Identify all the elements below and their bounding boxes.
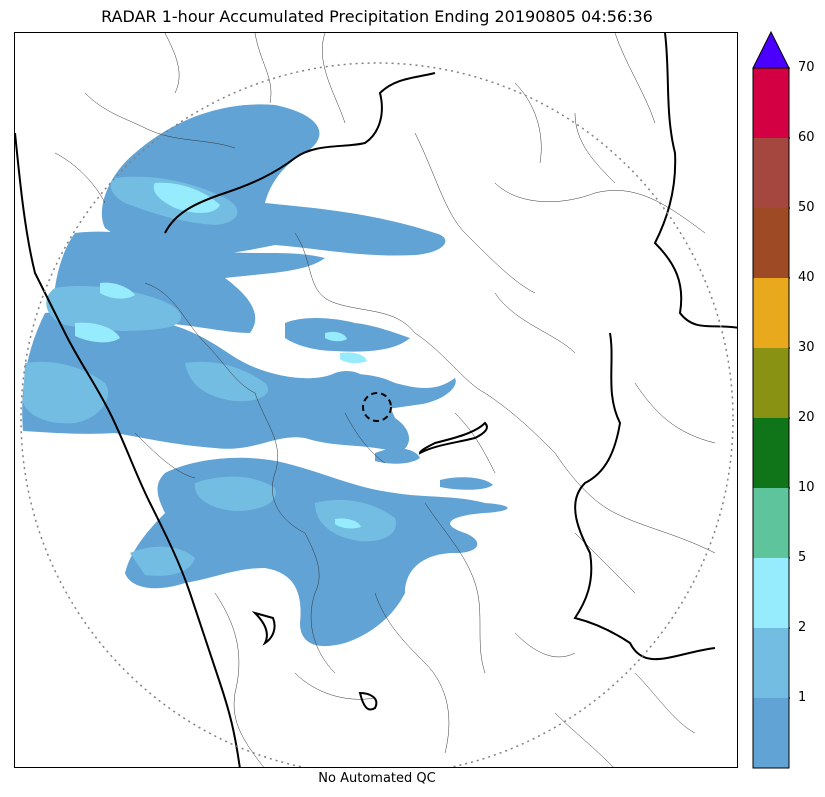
colorbar bbox=[752, 30, 790, 770]
radar-site-marker bbox=[362, 392, 392, 422]
colorbar-segment bbox=[753, 208, 789, 278]
precip-cyan-3 bbox=[75, 322, 120, 343]
precip-mid-strip bbox=[285, 318, 410, 352]
colorbar-segment bbox=[753, 348, 789, 418]
precip-small-east-2 bbox=[440, 477, 493, 490]
colorbar-tick-label: 40 bbox=[798, 270, 815, 285]
colorbar-extend-arrow bbox=[752, 30, 790, 69]
precip-cyan-6 bbox=[335, 518, 361, 529]
colorbar-svg bbox=[752, 30, 790, 769]
precip-medium-3 bbox=[23, 361, 109, 424]
colorbar-tick-label: 60 bbox=[798, 130, 815, 145]
colorbar-tick-label: 1 bbox=[798, 690, 807, 705]
precip-cyan-5 bbox=[340, 352, 367, 364]
colorbar-segment bbox=[753, 138, 789, 208]
radar-map-svg bbox=[15, 33, 737, 767]
precip-small-east bbox=[375, 448, 420, 464]
precip-cyan-2 bbox=[100, 282, 135, 299]
precip-medium-2 bbox=[46, 286, 182, 331]
qc-status-label: No Automated QC bbox=[318, 771, 436, 786]
colorbar-segment bbox=[753, 698, 789, 768]
precip-medium-4 bbox=[185, 361, 269, 402]
colorbar-tick-label: 5 bbox=[798, 550, 807, 565]
precip-cyan-1 bbox=[153, 182, 220, 213]
range-ring bbox=[20, 62, 734, 767]
precip-medium-6 bbox=[315, 499, 396, 542]
state-borders bbox=[15, 33, 737, 767]
colorbar-tick-label: 10 bbox=[798, 480, 815, 495]
colorbar-segment bbox=[753, 558, 789, 628]
radar-map[interactable] bbox=[14, 32, 738, 768]
colorbar-frame bbox=[752, 67, 790, 769]
colorbar-segment bbox=[753, 488, 789, 558]
precipitation-areas bbox=[22, 104, 508, 647]
chart-title: RADAR 1-hour Accumulated Precipitation E… bbox=[101, 7, 653, 26]
precip-cyan-4 bbox=[325, 331, 347, 342]
colorbar-tick-label: 2 bbox=[798, 620, 807, 635]
colorbar-segment bbox=[753, 278, 789, 348]
colorbar-tick-label: 70 bbox=[798, 60, 815, 75]
district-boundaries bbox=[54, 33, 716, 767]
colorbar-tick-label: 50 bbox=[798, 200, 815, 215]
colorbar-tick-label: 20 bbox=[798, 410, 815, 425]
colorbar-segment bbox=[753, 418, 789, 488]
precip-medium-5 bbox=[194, 476, 276, 511]
precip-mid-east bbox=[320, 373, 456, 412]
colorbar-tick-label: 30 bbox=[798, 340, 815, 355]
colorbar-segment bbox=[753, 68, 789, 138]
colorbar-segment bbox=[753, 628, 789, 698]
precip-medium-7 bbox=[130, 546, 195, 576]
coastline bbox=[15, 132, 241, 767]
